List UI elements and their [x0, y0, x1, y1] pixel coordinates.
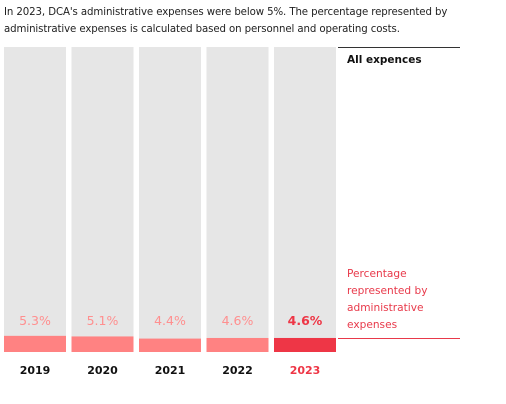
- value-label-2023: 4.6%: [288, 313, 323, 328]
- year-label-2023: 2023: [290, 364, 321, 377]
- total-bar-2023: [274, 47, 336, 352]
- legend-admin-share: Percentage represented by administrative…: [347, 268, 428, 331]
- value-label-2019: 5.3%: [19, 313, 51, 328]
- legend-all-expenses: All expences: [347, 54, 422, 66]
- value-label-2020: 5.1%: [87, 313, 119, 328]
- year-label-2021: 2021: [155, 364, 186, 377]
- admin-bar-2020: [71, 336, 134, 352]
- chart-intro-text: In 2023, DCA's administrative expenses w…: [4, 7, 448, 35]
- value-label-2021: 4.4%: [154, 313, 186, 328]
- admin-bar-2022: [206, 337, 269, 352]
- admin-bar-2019: [4, 335, 66, 352]
- total-bar-2022: [206, 47, 269, 352]
- year-label-2022: 2022: [222, 364, 253, 377]
- legend-divider-bottom: [338, 338, 460, 339]
- value-label-2022: 4.6%: [222, 313, 254, 328]
- total-bar-2021: [139, 47, 201, 352]
- admin-bar-2023: [274, 337, 336, 352]
- admin-bar-2021: [139, 338, 201, 352]
- total-bar-2019: [4, 47, 66, 352]
- legend-divider-top: [338, 47, 460, 48]
- year-label-2019: 2019: [20, 364, 51, 377]
- total-bar-2020: [71, 47, 134, 352]
- year-label-2020: 2020: [87, 364, 118, 377]
